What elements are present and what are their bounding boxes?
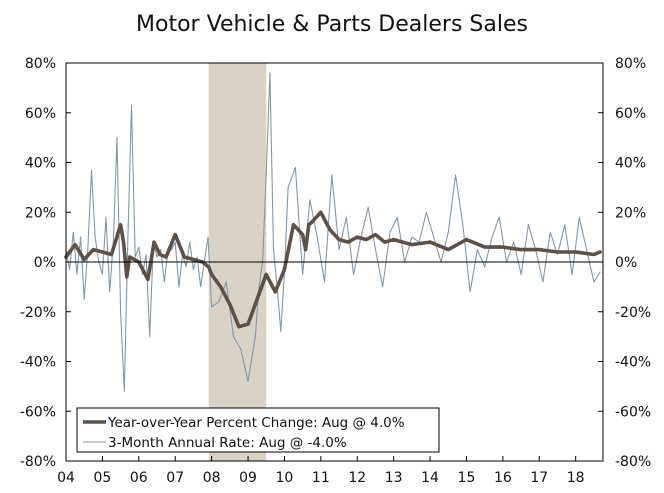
x-tick-label: 11	[312, 470, 330, 486]
y-tick-label-left: 0%	[34, 255, 56, 271]
x-tick-label: 06	[130, 470, 148, 486]
y-tick-label-right: 80%	[615, 56, 646, 72]
y-tick-label-left: 40%	[25, 156, 56, 172]
x-tick-label: 14	[421, 470, 439, 486]
series-line-3-month	[65, 72, 601, 392]
x-tick-label: 12	[348, 470, 366, 486]
y-tick-label-right: 20%	[615, 205, 646, 221]
y-tick-label-right: -20%	[615, 305, 651, 321]
x-tick-label: 13	[385, 470, 403, 486]
y-tick-label-left: 80%	[25, 56, 56, 72]
x-tick-label: 18	[567, 470, 585, 486]
x-tick-label: 09	[239, 470, 257, 486]
y-tick-label-right: 0%	[615, 255, 637, 271]
x-tick-label: 08	[203, 470, 221, 486]
legend-entry-yoy: Year-over-Year Percent Change: Aug @ 4.0…	[107, 415, 405, 431]
y-tick-label-left: 60%	[25, 106, 56, 122]
y-tick-label-left: -60%	[20, 404, 56, 420]
y-tick-label-left: -40%	[20, 355, 56, 371]
y-tick-label-right: -40%	[615, 355, 651, 371]
y-tick-label-left: -20%	[20, 305, 56, 321]
chart-title: Motor Vehicle & Parts Dealers Sales	[136, 12, 528, 37]
y-tick-label-right: -60%	[615, 404, 651, 420]
x-tick-label: 10	[276, 470, 294, 486]
x-tick-label: 05	[93, 470, 111, 486]
legend-box	[76, 407, 440, 453]
y-tick-label-right: 40%	[615, 156, 646, 172]
x-tick-label: 17	[530, 470, 548, 486]
x-tick-label: 15	[458, 470, 476, 486]
legend: Year-over-Year Percent Change: Aug @ 4.0…	[76, 407, 440, 453]
y-tick-label-right: 60%	[615, 106, 646, 122]
x-tick-label: 04	[57, 470, 75, 486]
legend-entry-3-month: 3-Month Annual Rate: Aug @ -4.0%	[108, 435, 347, 451]
x-tick-label: 07	[166, 470, 184, 486]
x-tick-label: 16	[494, 470, 512, 486]
y-tick-label-left: -80%	[20, 454, 56, 470]
series-line-yoy	[64, 210, 602, 329]
y-tick-label-left: 20%	[25, 205, 56, 221]
y-tick-label-right: -80%	[615, 454, 651, 470]
